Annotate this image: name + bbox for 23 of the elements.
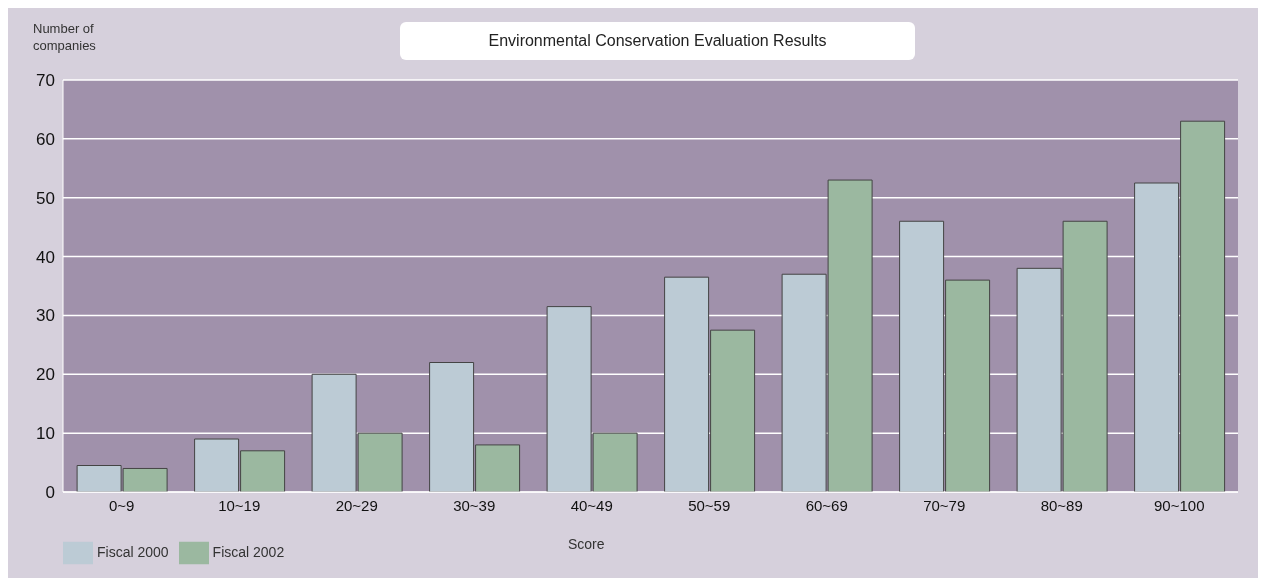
x-tick-label: 30~39: [453, 496, 496, 514]
x-tick-label: 50~59: [688, 496, 731, 514]
x-tick-label: 40~49: [570, 496, 613, 514]
y-tick-label: 20: [36, 365, 55, 385]
x-tick-label: 10~19: [218, 496, 261, 514]
y-tick-label: 40: [36, 247, 55, 267]
y-tick-label: 0: [45, 483, 55, 503]
x-axis-title: Score: [568, 536, 605, 552]
y-tick-label: 70: [36, 71, 55, 91]
x-tick-label: 20~29: [335, 496, 378, 514]
x-tick-label: 90~100: [1154, 496, 1205, 514]
y-tick-label: 30: [36, 306, 55, 326]
y-axis-title: Number of companies: [33, 20, 97, 54]
chart-title: Environmental Conservation Evaluation Results: [400, 22, 915, 60]
x-tick-label: 60~69: [805, 496, 848, 514]
y-tick-label: 60: [36, 129, 55, 149]
x-tick-label: 80~89: [1040, 496, 1083, 514]
y-tick-label: 10: [36, 424, 55, 444]
x-tick-label: 70~79: [923, 496, 966, 514]
legend-label: Fiscal 2000: [97, 543, 169, 560]
x-tick-label: 0~9: [109, 496, 135, 514]
y-tick-label: 50: [36, 188, 55, 208]
legend-label: Fiscal 2002: [212, 543, 285, 560]
